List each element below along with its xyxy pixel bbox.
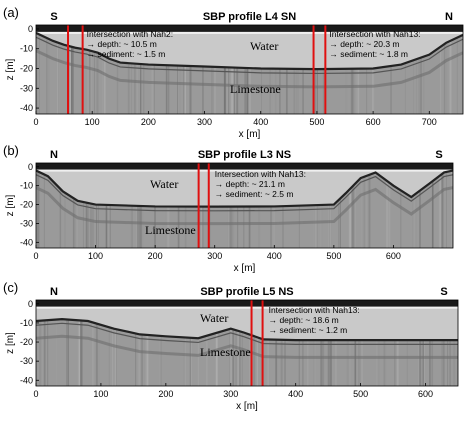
direction-left: N (50, 286, 58, 298)
x-tick-label: 500 (353, 389, 368, 399)
x-tick-label: 600 (418, 389, 433, 399)
x-tick-label: 200 (148, 251, 163, 261)
y-axis-label: z [m] (5, 332, 16, 354)
intersection-note-line: → sediment: ~ 1.5 m (87, 49, 166, 59)
water-column (36, 303, 458, 341)
plot-frame (35, 24, 464, 115)
chart-title: SBP profile L4 SN (203, 11, 296, 23)
x-tick-label: 0 (33, 251, 38, 261)
water-label: Water (150, 177, 178, 191)
intersection-note-line: → sediment: ~ 2.5 m (215, 189, 294, 199)
x-tick-label: 200 (141, 117, 156, 127)
limestone-label: Limestone (145, 223, 196, 237)
intersection-note-line: Intersection with Nah2: (87, 29, 173, 39)
x-tick-label: 500 (309, 117, 324, 127)
y-tick-label: -20 (20, 337, 33, 347)
intersection-note-line: Intersection with Nah13: (329, 29, 420, 39)
surface-band (36, 25, 463, 32)
limestone-label: Limestone (230, 82, 281, 96)
x-axis-label: x [m] (234, 263, 256, 274)
y-tick-label: -20 (20, 64, 33, 74)
panel-2: Intersection with Nah13:→ depth: ~ 21.1 … (3, 143, 454, 274)
y-tick-label: 0 (28, 24, 33, 34)
sediment-base-reflector (36, 174, 453, 212)
x-tick-label: 300 (223, 389, 238, 399)
x-tick-label: 0 (33, 117, 38, 127)
direction-right: S (440, 286, 447, 298)
plot-frame (35, 299, 459, 387)
x-tick-label: 300 (207, 251, 222, 261)
limestone-label: Limestone (200, 345, 251, 359)
x-tick-label: 100 (88, 251, 103, 261)
plot-frame (35, 162, 454, 249)
x-tick-label: 400 (267, 251, 282, 261)
y-tick-label: 0 (28, 162, 33, 172)
intersection-note-line: → depth: ~ 20.3 m (329, 39, 399, 49)
intersection-note-line: → sediment: ~ 1.2 m (269, 325, 348, 335)
direction-left: S (50, 11, 57, 23)
direction-right: S (435, 149, 442, 161)
x-tick-label: 100 (93, 389, 108, 399)
y-tick-label: 0 (28, 299, 33, 309)
y-axis-label: z [m] (5, 58, 16, 80)
plot-area (36, 25, 463, 114)
intersection-note-line: → sediment: ~ 1.8 m (329, 49, 408, 59)
x-axis-label: x [m] (236, 401, 258, 412)
y-tick-label: -30 (20, 356, 33, 366)
chart-title: SBP profile L3 NS (198, 149, 291, 161)
chart-title: SBP profile L5 NS (200, 286, 293, 298)
x-tick-label: 200 (158, 389, 173, 399)
surface-band (36, 300, 458, 307)
y-tick-label: -10 (20, 318, 33, 328)
y-tick-label: -40 (20, 375, 33, 385)
x-axis-label: x [m] (239, 129, 261, 140)
water-column (36, 166, 453, 207)
panel-label: (a) (3, 5, 19, 20)
x-tick-label: 400 (253, 117, 268, 127)
y-tick-label: -30 (20, 218, 33, 228)
direction-right: N (445, 11, 453, 23)
intersection-note-line: Intersection with Nah13: (269, 305, 360, 315)
y-tick-label: -40 (20, 237, 33, 247)
intersection-note-line: → depth: ~ 18.6 m (269, 315, 339, 325)
y-tick-label: -30 (20, 83, 33, 93)
panel-1: Intersection with Nah2:→ depth: ~ 10.5 m… (3, 5, 464, 140)
plot-area (36, 300, 458, 386)
sediment-base-reflector (36, 36, 463, 75)
y-tick-label: -20 (20, 200, 33, 210)
panel-label: (b) (3, 143, 19, 158)
intersection-note-line: → depth: ~ 10.5 m (87, 39, 157, 49)
seafloor-reflector (36, 169, 453, 208)
plot-area (36, 163, 453, 248)
y-axis-label: z [m] (5, 194, 16, 216)
y-tick-label: -40 (20, 103, 33, 113)
x-tick-label: 500 (326, 251, 341, 261)
seafloor-reflector (36, 31, 463, 71)
y-tick-label: -10 (20, 44, 33, 54)
panel-3: Intersection with Nah13:→ depth: ~ 18.6 … (3, 280, 459, 412)
y-tick-label: -10 (20, 181, 33, 191)
x-tick-label: 400 (288, 389, 303, 399)
x-tick-label: 600 (366, 117, 381, 127)
x-tick-label: 0 (33, 389, 38, 399)
intersection-note-line: Intersection with Nah13: (215, 169, 306, 179)
x-tick-label: 600 (386, 251, 401, 261)
sediment-base-reflector (36, 322, 458, 345)
seafloor-reflector (36, 318, 458, 342)
water-column (36, 28, 463, 70)
water-label: Water (250, 39, 278, 53)
x-tick-label: 700 (422, 117, 437, 127)
x-tick-label: 300 (197, 117, 212, 127)
x-tick-label: 100 (85, 117, 100, 127)
surface-band (36, 163, 453, 170)
panel-label: (c) (3, 280, 18, 295)
direction-left: N (50, 149, 58, 161)
water-label: Water (200, 311, 228, 325)
intersection-note-line: → depth: ~ 21.1 m (215, 179, 285, 189)
